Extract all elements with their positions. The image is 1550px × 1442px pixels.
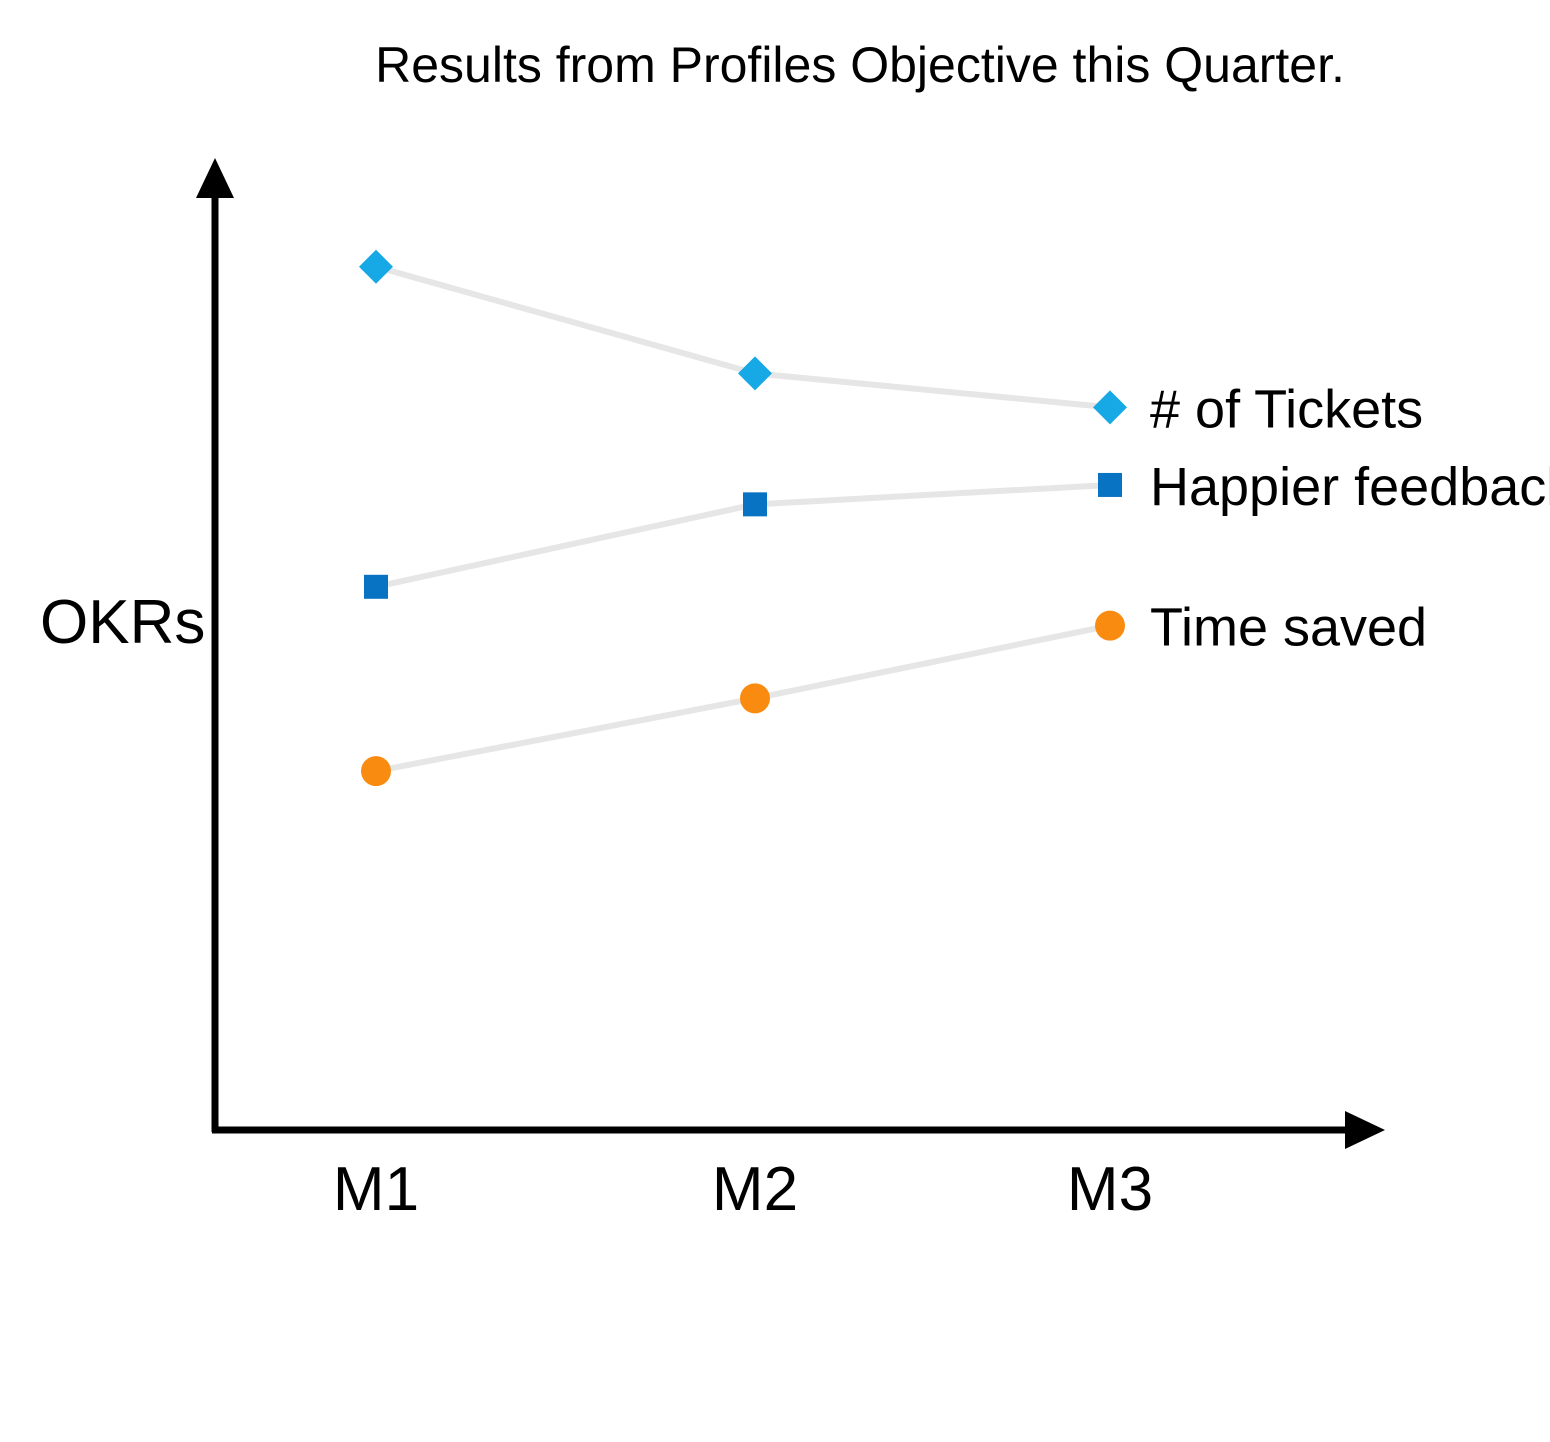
series-line-of-tickets <box>375 263 1111 411</box>
marker-of-tickets-m3 <box>1093 390 1127 425</box>
marker-of-tickets-m2 <box>738 356 772 391</box>
marker-time-saved-m1 <box>361 756 391 787</box>
chart-title: Results from Profiles Objective this Qua… <box>375 37 1345 93</box>
x-tick-label-m3: M3 <box>1067 1155 1153 1224</box>
series-label-time-saved: Time saved <box>1150 598 1427 658</box>
x-tick-label-m1: M1 <box>333 1155 419 1224</box>
marker-happier-feedback-m1 <box>364 574 388 599</box>
y-axis-arrowhead <box>196 158 234 198</box>
series-label-of-tickets: # of Tickets <box>1150 379 1423 439</box>
y-axis-label: OKRs <box>40 588 205 657</box>
x-axis-arrowhead <box>1345 1111 1385 1149</box>
series-labels: # of Tickets Happier feedback Time saved <box>1150 379 1550 657</box>
marker-time-saved-m2 <box>740 683 770 714</box>
series-markers <box>359 249 1127 787</box>
series-label-happier-feedback: Happier feedback <box>1150 457 1550 517</box>
marker-of-tickets-m1 <box>359 249 393 284</box>
x-tick-label-m2: M2 <box>712 1155 798 1224</box>
marker-happier-feedback-m3 <box>1098 472 1122 497</box>
marker-time-saved-m3 <box>1095 610 1125 641</box>
x-axis-ticks: M1 M2 M3 <box>333 1155 1153 1224</box>
marker-happier-feedback-m2 <box>743 492 767 517</box>
